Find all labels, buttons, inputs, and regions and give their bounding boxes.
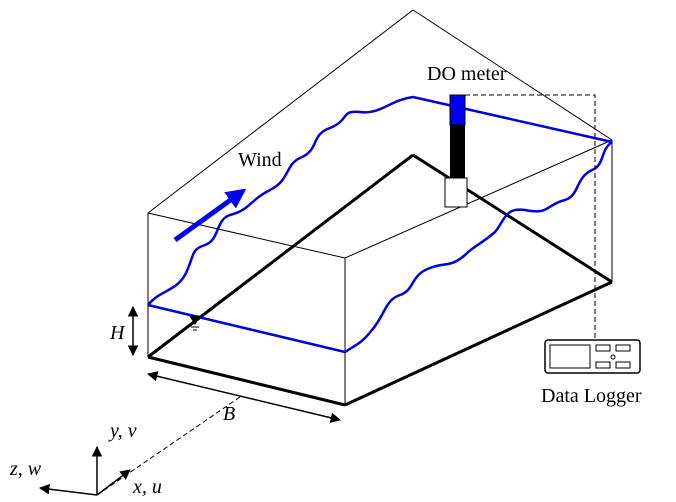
water-surface [147,95,613,354]
b-label: B [223,403,235,425]
cable [465,94,596,340]
do-meter-label: DO meter [427,63,507,85]
axis-guide [96,396,241,496]
data-logger [544,339,641,374]
h-label: H [109,322,126,344]
data-logger-label: Data Logger [541,385,642,407]
b-arrow [146,371,342,423]
x-axis-label: x, u [132,476,162,498]
z-axis-label: z, w [9,458,42,480]
axes [38,445,131,496]
wind-arrow [173,188,247,243]
y-axis-label: y, v [108,420,137,442]
do-meter [444,94,468,208]
water-level-symbol [189,315,201,331]
wind-label: Wind [238,149,282,171]
